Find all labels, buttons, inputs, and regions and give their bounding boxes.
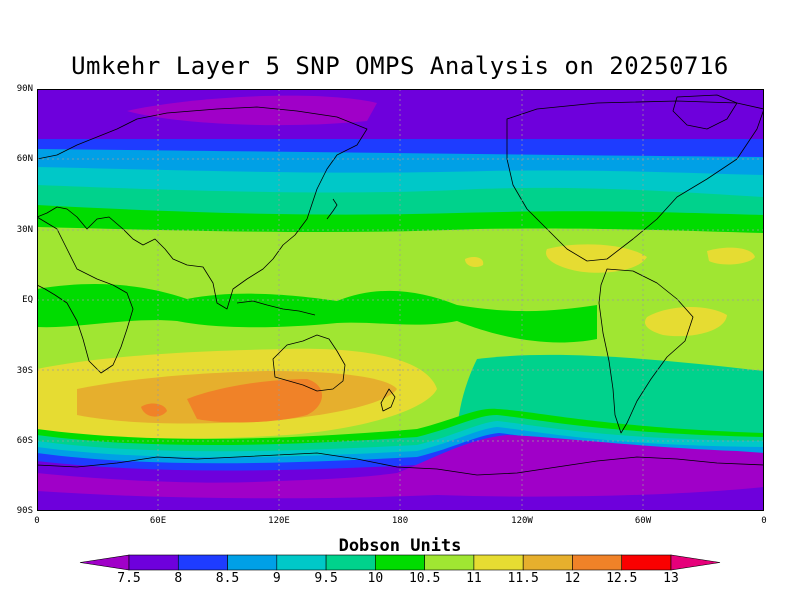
colorbar-tick-label: 13: [663, 571, 679, 586]
colorbar-tick-label: 9.5: [314, 571, 338, 586]
patch-brazil-yellow: [644, 306, 727, 337]
lat-label: 60S: [16, 436, 33, 446]
colorbar-tick-label: 10: [367, 571, 384, 586]
lon-label: 120E: [268, 516, 290, 526]
coast-japan: [326, 198, 338, 220]
colorbar-swatch: [522, 554, 573, 571]
coast-south-america: [598, 268, 694, 434]
colorbar-tick-label: 9: [272, 571, 281, 586]
coast-indonesia: [236, 300, 316, 316]
colorbar-swatch-low: [79, 554, 130, 571]
coast-north-america: [506, 100, 764, 262]
coast-greenland: [672, 94, 738, 130]
band-south-darkorange: [187, 379, 322, 423]
colorbar-swatch: [375, 554, 425, 571]
lat-label: 90S: [16, 506, 33, 516]
lon-label: 60W: [634, 516, 652, 526]
lat-label: EQ: [22, 295, 33, 305]
colorbar-swatch: [572, 554, 623, 571]
lat-label: 60N: [16, 154, 33, 164]
coast-eurasia: [37, 106, 368, 310]
band-north-purple: [127, 95, 377, 126]
colorbar-tick-label: 7.5: [117, 571, 141, 586]
lon-label: 60E: [149, 516, 167, 526]
lon-label: 0: [761, 516, 767, 526]
coast-australia: [272, 334, 346, 392]
colorbar-tick-label: 11.5: [507, 571, 539, 586]
coastlines: [37, 94, 764, 476]
patch-pacific-yellow: [465, 257, 484, 267]
colorbar-tick-label: 11: [466, 571, 482, 586]
band-south-magenta: [37, 435, 764, 499]
colorbar-title: Dobson Units: [338, 536, 462, 556]
lat-label: 90N: [16, 84, 33, 94]
colorbar-tick-label: 8.5: [215, 571, 240, 586]
colorbar-swatch: [177, 554, 228, 571]
map-plot: [37, 89, 764, 511]
lon-label: 0: [34, 516, 40, 526]
colorbar-swatch: [325, 554, 376, 571]
colorbar-swatch-high: [670, 554, 721, 571]
map-frame: [37, 89, 764, 511]
colorbar-swatch: [128, 554, 179, 571]
lon-label: 120W: [511, 516, 533, 526]
colorbar-tick-label: 12.5: [606, 571, 638, 586]
lat-label: 30N: [16, 225, 33, 235]
lat-label: 30S: [16, 366, 33, 376]
colorbar-swatch: [276, 554, 327, 571]
coast-africa: [37, 216, 134, 374]
coast-antarctica: [37, 452, 764, 476]
colorbar: [79, 554, 721, 571]
colorbar-tick-label: 8: [174, 571, 183, 586]
gridlines: [37, 89, 764, 511]
lon-label: 180: [391, 516, 409, 526]
chart-title: Umkehr Layer 5 SNP OMPS Analysis on 2025…: [71, 52, 729, 80]
colorbar-swatch: [621, 554, 672, 571]
colorbar-swatch: [473, 554, 524, 571]
coast-newzealand: [380, 388, 396, 412]
colorbar-swatch: [424, 554, 475, 571]
patch-atlantic-yellow: [707, 247, 755, 265]
band-equator-green: [37, 284, 597, 343]
colorbar-swatch: [227, 554, 278, 571]
band-south-darkorange-small: [141, 403, 167, 417]
colorbar-tick-label: 12: [564, 571, 581, 586]
ozone-field-map: [37, 89, 764, 511]
colorbar-tick-label: 10.5: [408, 571, 441, 586]
